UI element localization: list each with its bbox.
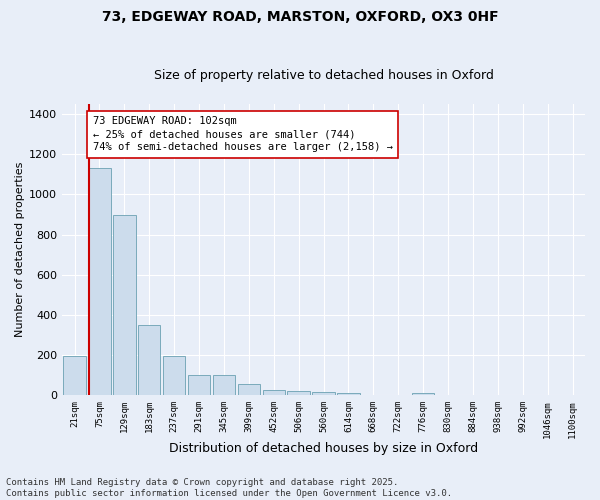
Bar bbox=[263, 390, 285, 396]
Bar bbox=[238, 384, 260, 396]
Bar bbox=[113, 214, 136, 396]
Y-axis label: Number of detached properties: Number of detached properties bbox=[15, 162, 25, 338]
Text: 73 EDGEWAY ROAD: 102sqm
← 25% of detached houses are smaller (744)
74% of semi-d: 73 EDGEWAY ROAD: 102sqm ← 25% of detache… bbox=[92, 116, 392, 152]
Bar bbox=[163, 356, 185, 396]
X-axis label: Distribution of detached houses by size in Oxford: Distribution of detached houses by size … bbox=[169, 442, 478, 455]
Title: Size of property relative to detached houses in Oxford: Size of property relative to detached ho… bbox=[154, 69, 494, 82]
Text: Contains HM Land Registry data © Crown copyright and database right 2025.
Contai: Contains HM Land Registry data © Crown c… bbox=[6, 478, 452, 498]
Bar bbox=[88, 168, 111, 396]
Bar bbox=[138, 325, 160, 396]
Bar bbox=[287, 392, 310, 396]
Bar bbox=[213, 376, 235, 396]
Bar bbox=[188, 376, 210, 396]
Text: 73, EDGEWAY ROAD, MARSTON, OXFORD, OX3 0HF: 73, EDGEWAY ROAD, MARSTON, OXFORD, OX3 0… bbox=[101, 10, 499, 24]
Bar bbox=[313, 392, 335, 396]
Bar bbox=[337, 394, 359, 396]
Bar bbox=[412, 394, 434, 396]
Bar bbox=[64, 356, 86, 396]
